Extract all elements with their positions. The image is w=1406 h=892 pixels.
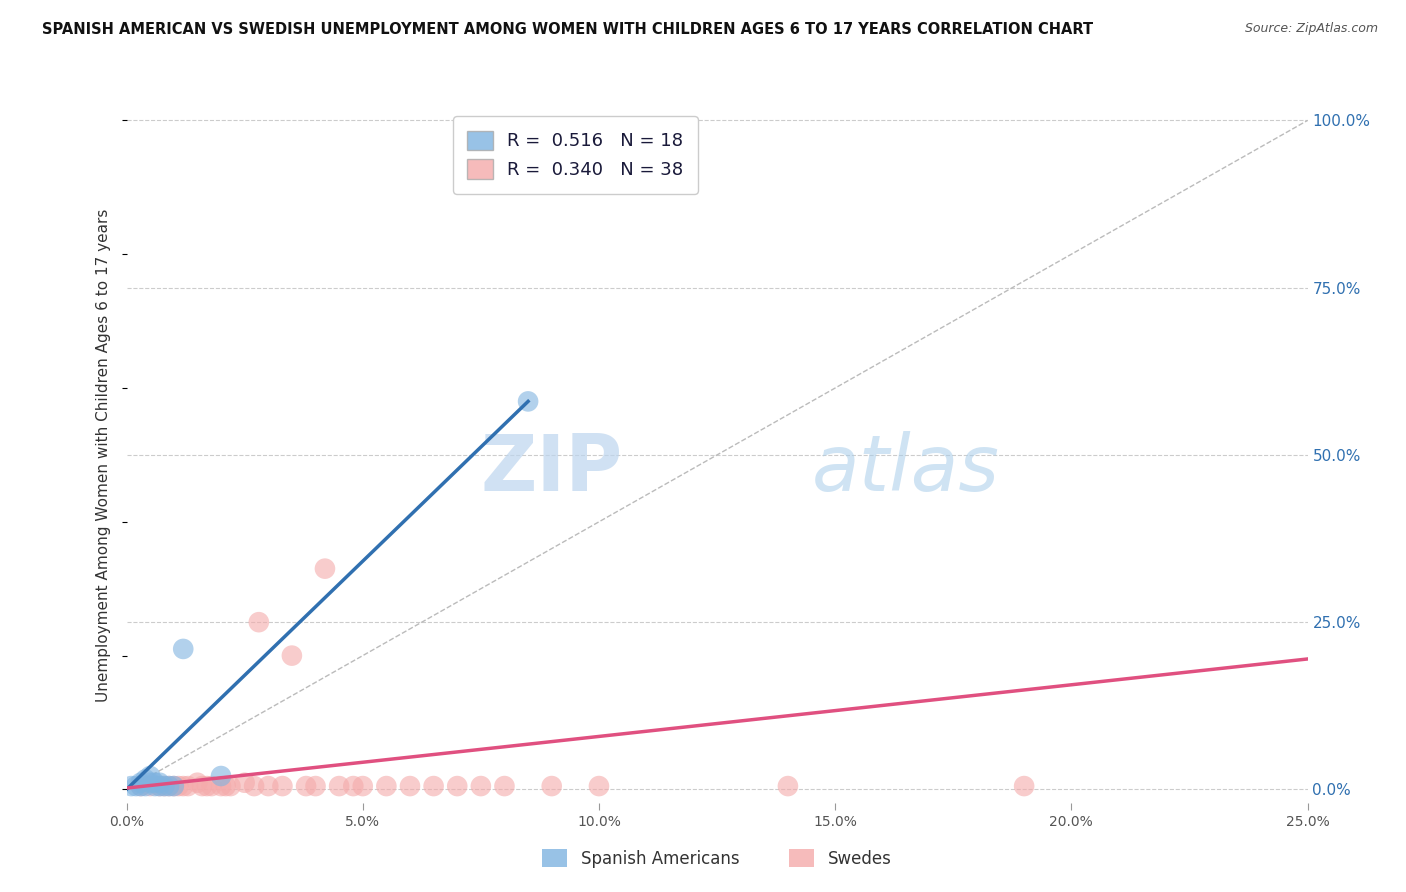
Point: [247, 615, 270, 630]
Point: [143, 775, 166, 790]
Point: [257, 779, 280, 793]
Point: [186, 775, 208, 790]
Point: [153, 779, 176, 793]
Text: ZIP: ZIP: [481, 431, 623, 507]
Point: [195, 779, 218, 793]
Point: [271, 779, 294, 793]
Point: [295, 779, 318, 793]
Text: atlas: atlas: [811, 431, 1000, 507]
Point: [494, 779, 516, 793]
Point: [129, 779, 152, 793]
Point: [209, 779, 232, 793]
Text: SPANISH AMERICAN VS SWEDISH UNEMPLOYMENT AMONG WOMEN WITH CHILDREN AGES 6 TO 17 : SPANISH AMERICAN VS SWEDISH UNEMPLOYMENT…: [42, 22, 1094, 37]
Point: [328, 779, 350, 793]
Point: [125, 779, 148, 793]
Point: [157, 779, 180, 793]
Point: [1012, 779, 1035, 793]
Point: [314, 562, 336, 576]
Point: [163, 779, 186, 793]
Point: [177, 779, 200, 793]
Point: [233, 775, 256, 790]
Point: [120, 779, 142, 793]
Point: [153, 779, 176, 793]
Point: [163, 779, 186, 793]
Point: [399, 779, 422, 793]
Point: [143, 779, 166, 793]
Point: [304, 779, 326, 793]
Point: [342, 779, 364, 793]
Point: [149, 779, 172, 793]
Point: [172, 779, 194, 793]
Point: [139, 779, 162, 793]
Point: [422, 779, 444, 793]
Point: [172, 642, 194, 657]
Point: [167, 779, 190, 793]
Point: [134, 772, 156, 787]
Point: [215, 779, 238, 793]
Point: [139, 769, 162, 783]
Point: [446, 779, 468, 793]
Point: [517, 394, 540, 409]
Point: [470, 779, 492, 793]
Point: [200, 779, 222, 793]
Point: [219, 779, 242, 793]
Point: [209, 769, 232, 783]
Point: [134, 779, 156, 793]
Point: [129, 775, 152, 790]
Point: [243, 779, 266, 793]
Point: [588, 779, 610, 793]
Point: [149, 775, 172, 790]
Point: [281, 648, 304, 663]
Point: [139, 775, 162, 790]
Point: [776, 779, 799, 793]
Point: [352, 779, 374, 793]
Point: [540, 779, 562, 793]
Point: [149, 779, 172, 793]
Point: [157, 779, 180, 793]
Point: [129, 779, 152, 793]
Text: Source: ZipAtlas.com: Source: ZipAtlas.com: [1244, 22, 1378, 36]
Point: [191, 779, 214, 793]
Legend: Spanish Americans, Swedes: Spanish Americans, Swedes: [536, 842, 898, 874]
Point: [375, 779, 398, 793]
Y-axis label: Unemployment Among Women with Children Ages 6 to 17 years: Unemployment Among Women with Children A…: [96, 208, 111, 702]
